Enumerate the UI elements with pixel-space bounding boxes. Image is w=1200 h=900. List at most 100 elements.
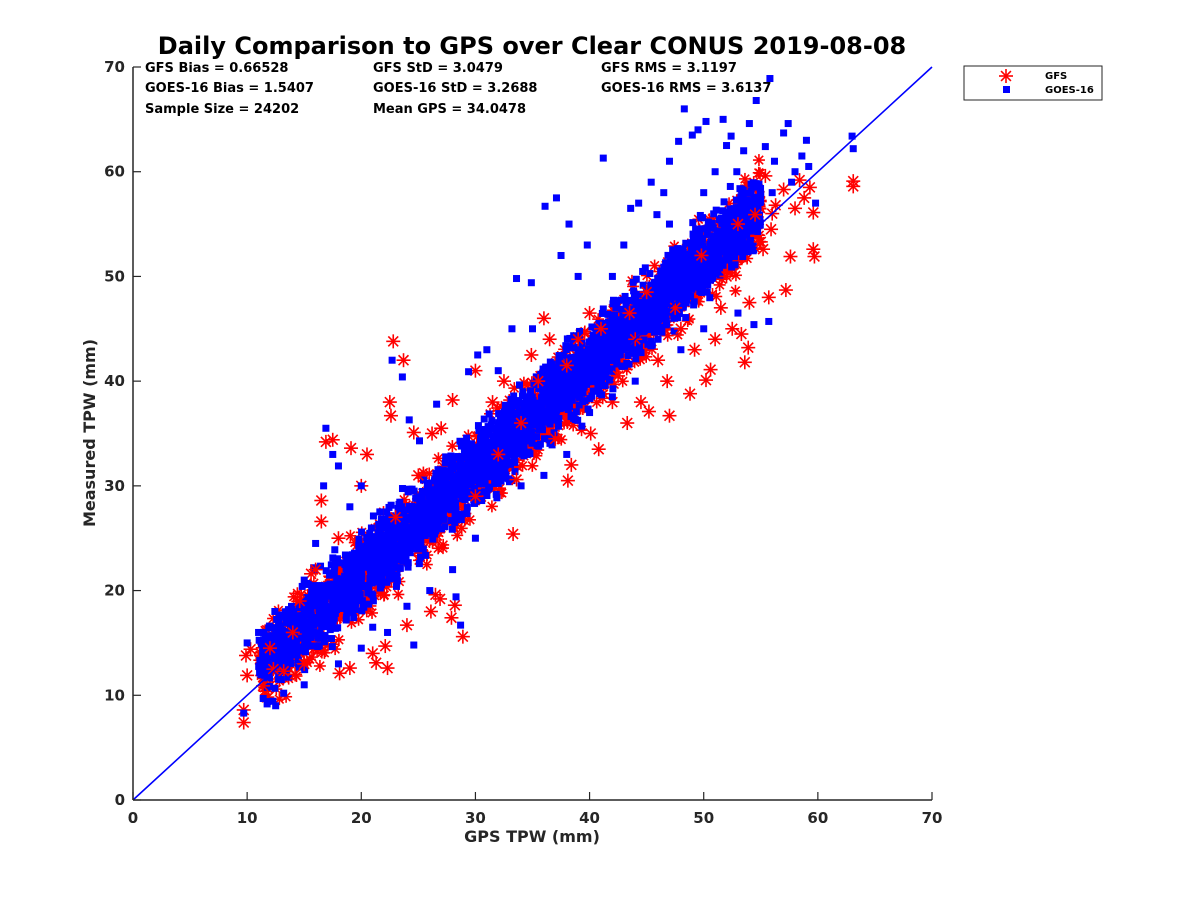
cloud-point-goes16 bbox=[608, 367, 616, 375]
cloud-point-goes16 bbox=[549, 368, 557, 376]
cloud-point-goes16 bbox=[266, 674, 274, 682]
cloud-point-goes16 bbox=[610, 357, 618, 365]
cloud-point-goes16 bbox=[616, 351, 624, 359]
cloud-point-goes16 bbox=[462, 450, 470, 458]
cloud-point-goes16 bbox=[365, 585, 373, 593]
cloud-point-goes16 bbox=[376, 508, 384, 516]
cloud-point-goes16 bbox=[598, 391, 606, 399]
cloud-point-goes16 bbox=[451, 509, 459, 517]
cloud-point-goes16 bbox=[513, 402, 521, 410]
cloud-point-goes16 bbox=[311, 601, 319, 609]
cloud-point-goes16 bbox=[661, 306, 669, 314]
cloud-point-goes16 bbox=[457, 491, 465, 499]
cloud-point-goes16 bbox=[587, 373, 595, 381]
cloud-point-goes16 bbox=[263, 669, 271, 677]
cloud-point-goes16 bbox=[276, 612, 284, 620]
cloud-point-goes16 bbox=[676, 271, 684, 279]
cloud-point-goes16 bbox=[677, 266, 685, 274]
cloud-point-goes16 bbox=[422, 500, 430, 508]
cloud-point-goes16 bbox=[303, 603, 311, 611]
cloud-point-goes16 bbox=[369, 570, 377, 578]
cloud-point-goes16 bbox=[529, 412, 537, 420]
cloud-point-goes16 bbox=[543, 372, 551, 380]
cloud-point-goes16 bbox=[554, 401, 562, 409]
cloud-point-goes16 bbox=[719, 207, 727, 215]
cloud-point-goes16 bbox=[668, 303, 676, 311]
cloud-point-goes16 bbox=[454, 462, 462, 470]
cloud-point-goes16 bbox=[543, 363, 551, 371]
cloud-point-goes16 bbox=[627, 333, 635, 341]
cloud-point-goes16 bbox=[668, 269, 676, 277]
cloud-point-goes16 bbox=[405, 536, 413, 544]
cloud-point-goes16 bbox=[697, 225, 705, 233]
cloud-point-goes16 bbox=[655, 307, 663, 315]
cloud-point-goes16 bbox=[470, 496, 478, 504]
cloud-point-goes16 bbox=[302, 633, 310, 641]
cloud-point-goes16 bbox=[324, 581, 332, 589]
cloud-point-goes16 bbox=[274, 653, 282, 661]
cloud-point-goes16 bbox=[562, 342, 570, 350]
cloud-point-goes16 bbox=[477, 447, 485, 455]
cloud-point-goes16 bbox=[344, 587, 352, 595]
cloud-point-goes16 bbox=[497, 440, 505, 448]
cloud-point-goes16 bbox=[368, 535, 376, 543]
cloud-point-goes16 bbox=[341, 577, 349, 585]
cloud-point-goes16 bbox=[698, 235, 706, 243]
cloud-point-goes16 bbox=[377, 515, 385, 523]
cloud-point-goes16 bbox=[510, 426, 518, 434]
cloud-point-goes16 bbox=[452, 506, 460, 514]
cloud-point-gfs bbox=[392, 588, 405, 601]
cloud-point-goes16 bbox=[550, 382, 558, 390]
cloud-point-goes16 bbox=[445, 467, 453, 475]
cloud-point-goes16 bbox=[259, 694, 267, 702]
cloud-point-goes16 bbox=[554, 422, 562, 430]
cloud-point-goes16 bbox=[346, 559, 354, 567]
cloud-point-goes16 bbox=[644, 296, 652, 304]
cloud-point-goes16 bbox=[654, 274, 662, 282]
cloud-point-goes16 bbox=[396, 564, 404, 572]
cloud-point-goes16 bbox=[281, 639, 289, 647]
cloud-point-goes16 bbox=[743, 231, 751, 239]
cloud-point-goes16 bbox=[743, 204, 751, 212]
cloud-point-goes16 bbox=[488, 442, 496, 450]
cloud-point-goes16 bbox=[726, 205, 734, 213]
cloud-point-goes16 bbox=[510, 439, 518, 447]
cloud-point-goes16 bbox=[446, 480, 454, 488]
cloud-point-goes16 bbox=[620, 337, 628, 345]
cloud-point-goes16 bbox=[308, 586, 316, 594]
cloud-point-goes16 bbox=[529, 397, 537, 405]
cloud-point-goes16 bbox=[563, 376, 571, 384]
cloud-point-goes16 bbox=[359, 603, 367, 611]
cloud-point-goes16 bbox=[441, 523, 449, 531]
cloud-point-goes16 bbox=[393, 571, 401, 579]
cloud-point-goes16 bbox=[272, 658, 280, 666]
cloud-point-goes16 bbox=[528, 421, 536, 429]
cloud-point-goes16 bbox=[329, 569, 337, 577]
cloud-point-goes16 bbox=[659, 315, 667, 323]
cloud-point-goes16 bbox=[698, 287, 706, 295]
cloud-point-goes16 bbox=[729, 223, 737, 231]
cloud-point-goes16 bbox=[730, 205, 738, 213]
cloud-point-goes16 bbox=[615, 334, 623, 342]
cloud-point-goes16 bbox=[616, 316, 624, 324]
cloud-point-goes16 bbox=[521, 427, 529, 435]
cloud-point-goes16 bbox=[439, 467, 447, 475]
cloud-point-goes16 bbox=[380, 531, 388, 539]
cloud-point-goes16 bbox=[664, 274, 672, 282]
cloud-point-goes16 bbox=[655, 285, 663, 293]
cloud-point-gfs bbox=[344, 529, 357, 542]
cloud-point-goes16 bbox=[369, 591, 377, 599]
cloud-point-goes16 bbox=[710, 251, 718, 259]
cloud-point-goes16 bbox=[598, 319, 606, 327]
cloud-point-goes16 bbox=[655, 280, 663, 288]
cloud-point-goes16 bbox=[621, 292, 629, 300]
cloud-point-goes16 bbox=[611, 311, 619, 319]
cloud-point-goes16 bbox=[375, 521, 383, 529]
cloud-point-goes16 bbox=[558, 373, 566, 381]
cloud-point-goes16 bbox=[653, 313, 661, 321]
cloud-point-goes16 bbox=[387, 575, 395, 583]
cloud-point-goes16 bbox=[594, 374, 602, 382]
cloud-point-goes16 bbox=[611, 340, 619, 348]
cloud-point-goes16 bbox=[537, 370, 545, 378]
cloud-point-goes16 bbox=[681, 264, 689, 272]
